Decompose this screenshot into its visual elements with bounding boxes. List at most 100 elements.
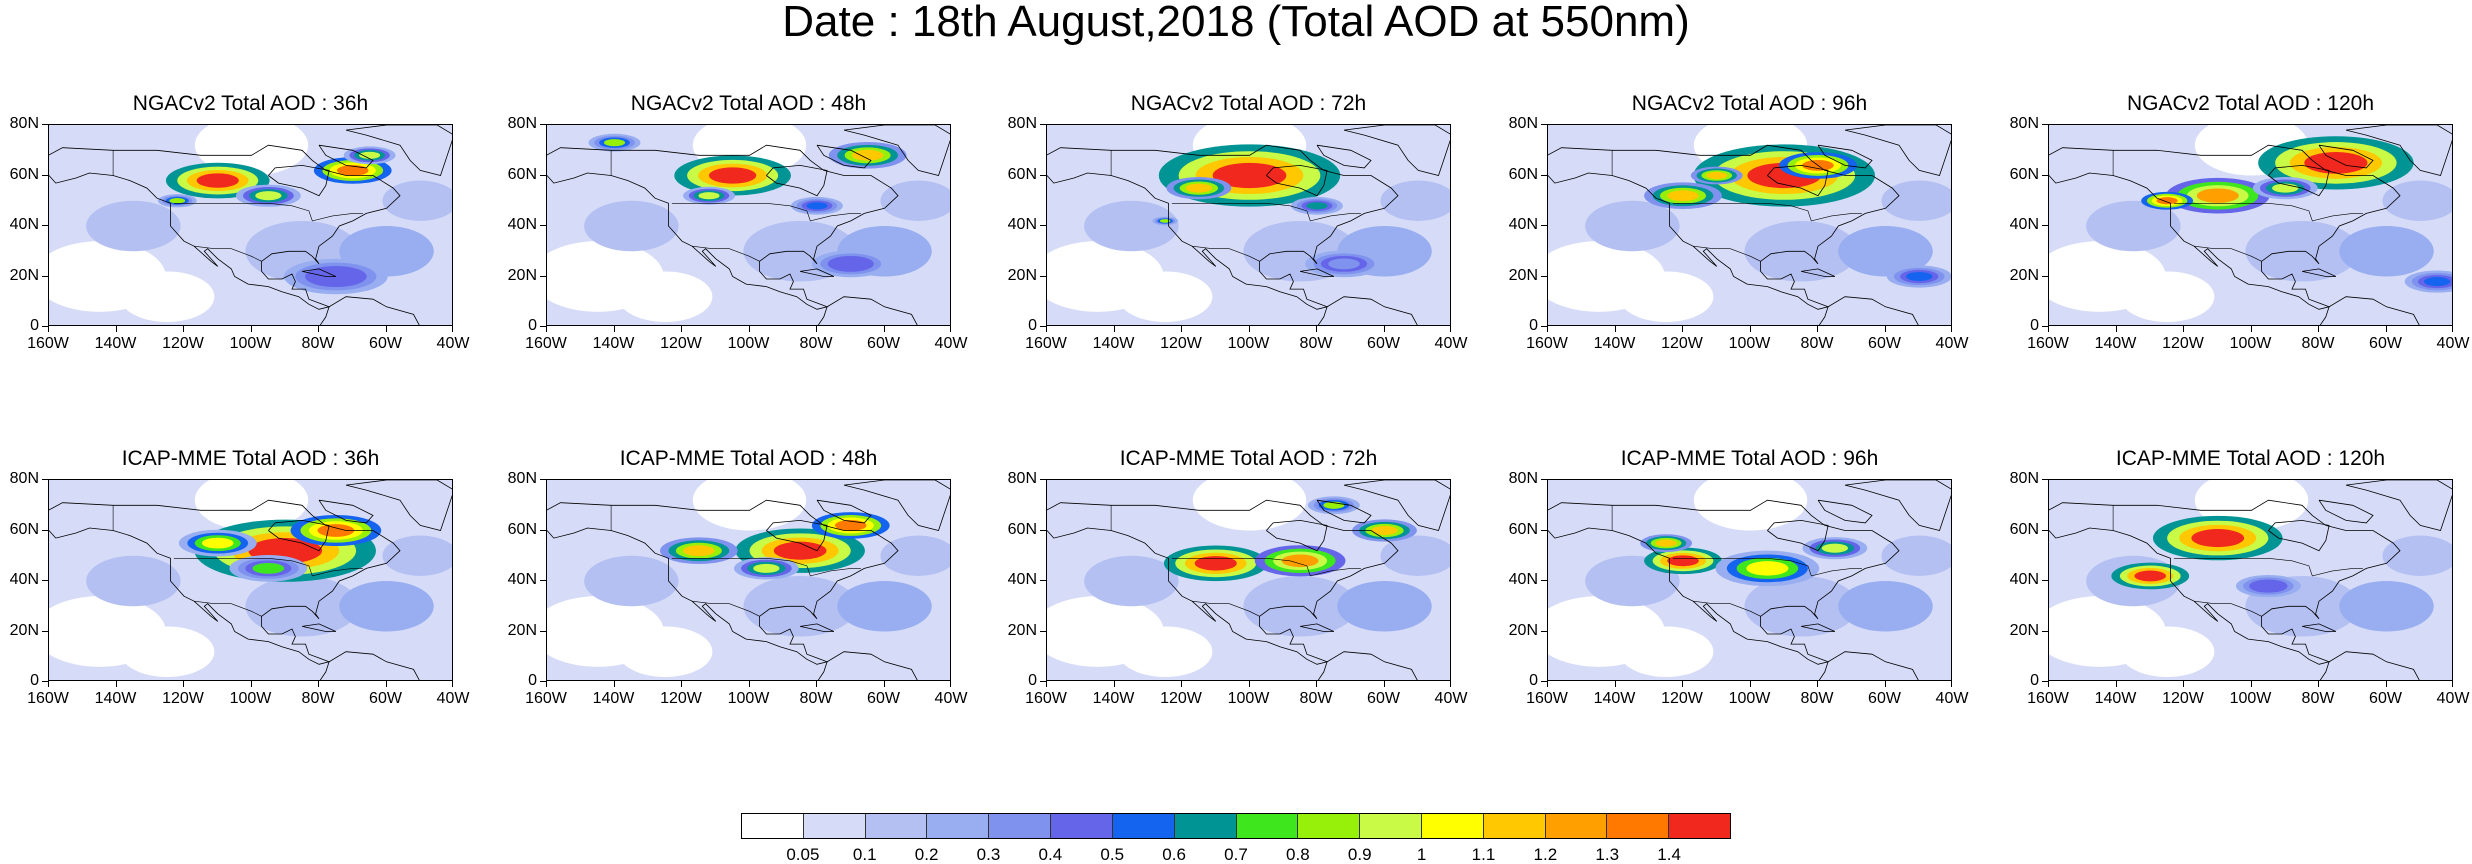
colorbar-swatch	[1174, 814, 1237, 838]
longitude-tick	[1951, 681, 1952, 687]
longitude-label: 160W	[1526, 690, 1568, 707]
colorbar-swatch	[742, 814, 804, 838]
latitude-label: 20N	[1007, 621, 1037, 639]
longitude-tick	[2048, 681, 2049, 687]
aod-hotspot	[1159, 219, 1171, 223]
panel-title: NGACv2 Total AOD : 120h	[2126, 92, 2375, 115]
coastline	[2049, 144, 2401, 310]
longitude-label: 80W	[1800, 690, 1834, 707]
coastline	[2319, 296, 2420, 325]
coastline	[345, 480, 452, 531]
aod-map-canvas	[1047, 125, 1450, 325]
coastline	[1818, 296, 1919, 325]
aod-hotspot	[2156, 197, 2178, 205]
longitude-tick	[1383, 326, 1385, 332]
longitude-tick	[318, 326, 319, 332]
longitude-tick	[183, 326, 184, 332]
longitude-tick	[816, 326, 817, 332]
coastline	[345, 125, 452, 176]
coastline	[1047, 499, 1399, 665]
map-panel: ICAP-MME Total AOD : 72h 80N 60N 40N 20N 0 160…	[1008, 447, 1468, 727]
aod-map	[1547, 479, 1952, 681]
longitude-tick	[2250, 681, 2252, 687]
aod-field-patch	[2086, 200, 2181, 252]
coastline	[817, 651, 918, 680]
longitude-label: 140W	[1092, 690, 1135, 707]
aod-map	[2048, 124, 2453, 326]
longitude-tick	[1884, 326, 1886, 332]
longitude-tick	[1383, 681, 1385, 687]
latitude-tick	[1040, 174, 1046, 176]
longitude-label: 160W	[1526, 335, 1568, 352]
longitude-tick	[2048, 326, 2049, 332]
longitude-label: 160W	[2027, 335, 2069, 352]
longitude-label: 40W	[1935, 690, 1969, 707]
latitude-tick	[1040, 275, 1046, 277]
longitude-tick	[613, 326, 615, 332]
longitude-label: 100W	[229, 690, 272, 707]
aod-field-patch	[1337, 581, 1432, 632]
latitude-tick	[1541, 580, 1547, 581]
latitude-label: 80N	[2009, 115, 2039, 132]
aod-map-canvas	[2049, 480, 2452, 680]
longitude-label: 100W	[229, 335, 272, 352]
aod-field-patch	[339, 581, 434, 632]
coastline	[766, 164, 828, 197]
latitude-label: 0	[1529, 672, 1538, 689]
coastline	[1343, 125, 1450, 176]
longitude-tick	[1817, 681, 1818, 687]
latitude-label: 80N	[507, 470, 537, 487]
longitude-label: 60W	[867, 690, 900, 707]
longitude-label: 40W	[934, 690, 968, 707]
longitude-tick	[1682, 326, 1683, 332]
latitude-tick	[1541, 529, 1547, 531]
coastline	[843, 480, 950, 531]
aod-field-patch	[1838, 581, 1933, 632]
aod-field-patch	[2339, 226, 2434, 277]
map-panel: NGACv2 Total AOD : 96h 80N 60N 40N 20N 0 160W 1…	[1509, 92, 1969, 372]
aod-field-patch	[1585, 200, 1680, 252]
aod-field-patch	[692, 480, 807, 531]
latitude-label: 40N	[2009, 216, 2039, 233]
longitude-label: 80W	[301, 335, 335, 352]
country-border	[1192, 245, 1260, 262]
aod-map-canvas	[2049, 125, 2452, 325]
colorbar-label: 0.6	[1162, 845, 1186, 864]
coastline	[817, 296, 918, 325]
aod-field-patch	[382, 535, 452, 576]
longitude-tick	[452, 326, 453, 332]
longitude-label: 40W	[2436, 335, 2470, 352]
country-border	[1693, 245, 1761, 262]
longitude-tick	[48, 326, 49, 332]
panel-title: ICAP-MME Total AOD : 120h	[2115, 447, 2386, 470]
aod-field-patch	[86, 555, 181, 607]
longitude-tick	[1749, 681, 1751, 687]
coastline	[268, 164, 330, 197]
coastline	[816, 499, 872, 524]
colorbar-swatch	[1360, 814, 1422, 838]
coastline	[1548, 144, 1900, 310]
aod-hotspot	[1667, 190, 1699, 202]
longitude-tick	[318, 681, 319, 687]
map-panel: NGACv2 Total AOD : 120h 80N 60N 40N 20N 0 160W…	[2010, 92, 2470, 372]
aod-map	[1046, 124, 1451, 326]
aod-hotspot	[1821, 543, 1849, 553]
colorbar-label: 1.2	[1533, 845, 1558, 864]
longitude-label: 160W	[27, 335, 69, 352]
aod-field-patch	[2382, 180, 2452, 221]
coastline	[2319, 651, 2420, 680]
aod-field-patch	[194, 480, 309, 531]
colorbar-swatch	[1112, 814, 1175, 838]
longitude-label: 60W	[1868, 690, 1901, 707]
longitude-label: 140W	[94, 335, 137, 352]
latitude-label: 20N	[1508, 266, 1538, 284]
aod-field-patch	[2119, 626, 2215, 677]
longitude-tick	[546, 326, 547, 332]
map-panel: NGACv2 Total AOD : 36h 80N 60N 40N 20N 0 160W 1…	[10, 92, 470, 372]
coastline	[2318, 499, 2374, 524]
latitude-tick	[540, 681, 546, 682]
panel-title: ICAP-MME Total AOD : 48h	[619, 447, 878, 470]
latitude-tick	[42, 174, 48, 176]
latitude-tick	[2042, 630, 2048, 632]
country-border	[173, 558, 363, 577]
